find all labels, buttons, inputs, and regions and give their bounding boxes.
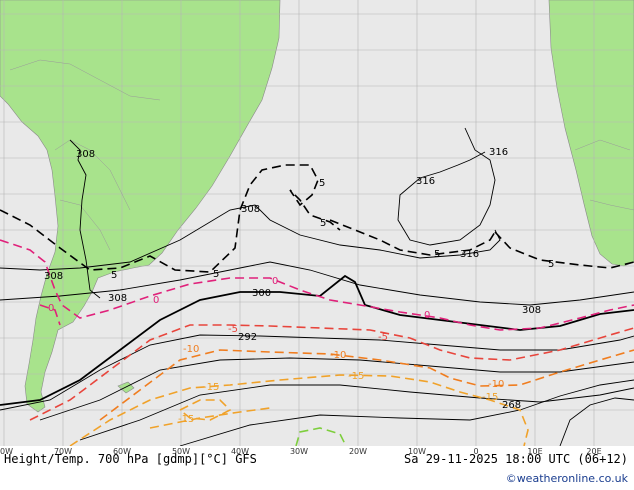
lon-label-0: 0 [473, 447, 479, 456]
label-tm10-c: -10 [488, 379, 504, 390]
lon-label-40w: 40W [230, 447, 250, 456]
south-america-landmass [0, 0, 281, 413]
label-h308-d: 308 [108, 293, 127, 304]
temp-contour-minus5 [29, 324, 634, 421]
height-contour-316-ring [397, 127, 496, 246]
temp-contour-minus15-south [149, 407, 271, 429]
label-h308-b: 308 [241, 204, 260, 215]
label-h316-a: 316 [489, 147, 508, 158]
temp-contour-plus5-mid [329, 219, 496, 256]
contour-labels: 308 316 316 316 308 308 308 308 300 292 … [44, 147, 554, 425]
footer-bar [0, 446, 634, 490]
label-t5-e: 5 [434, 249, 440, 260]
height-contour-284 [39, 357, 634, 421]
label-t5-c: 5 [111, 270, 117, 281]
lon-label-30w: 30W [289, 447, 309, 456]
lat-lon-grid [0, 0, 634, 446]
temp-contours-minus20 [295, 427, 347, 447]
lon-label-20e: 20E [586, 447, 602, 456]
label-h308-e: 308 [522, 305, 541, 316]
lon-label-20w: 20W [348, 447, 368, 456]
temp-contour-minus15-loop [178, 399, 232, 421]
temp-contour-plus5-east [494, 231, 634, 269]
temp-contours-minus15 [69, 374, 529, 447]
credit-link[interactable]: ©weatheronline.co.uk [505, 472, 628, 485]
lon-label-70w: 70W [53, 447, 73, 456]
height-contour-308-mid [0, 204, 501, 271]
label-tm15-b: -15 [203, 382, 219, 393]
temp-contours-plus5 [0, 164, 634, 273]
label-h308-a: 308 [76, 149, 95, 160]
height-contour-308-east [0, 261, 634, 306]
label-t5-a: 5 [319, 178, 325, 189]
temp-contour-0-west [39, 304, 61, 326]
temp-contours-minus10 [99, 349, 634, 421]
label-tm10-b: -10 [330, 350, 346, 361]
lon-label-80w: 80W [0, 447, 14, 456]
lon-label-50w: 50W [171, 447, 191, 456]
height-contour-low-ring [559, 397, 634, 447]
temp-contour-minus15-main [69, 374, 529, 447]
label-t5-f: 5 [548, 259, 554, 270]
temp-contours-minus5 [29, 324, 634, 421]
lon-label-10e: 10E [527, 447, 543, 456]
label-t5-b: 5 [320, 218, 326, 229]
label-tm5-a: -5 [228, 324, 238, 335]
lon-label-60w: 60W [112, 447, 132, 456]
label-tm15-a: -15 [348, 371, 364, 382]
lon-label-10w: 10W [407, 447, 427, 456]
label-h308-c: 308 [44, 271, 63, 282]
label-tm15-d: -15 [178, 414, 194, 425]
label-t0-a: 0 [272, 276, 278, 287]
label-t5-d: 5 [213, 269, 219, 280]
label-h316-c: 316 [460, 249, 479, 260]
label-h292: 292 [238, 332, 257, 343]
temp-contour-plus5-west [0, 164, 341, 273]
label-h300: 300 [252, 288, 271, 299]
label-t0-d: 0 [424, 310, 430, 321]
label-h268: 268 [502, 400, 521, 411]
height-contour-300 [0, 274, 634, 406]
temp-contours-0 [0, 239, 634, 331]
height-contour-268 [179, 379, 634, 447]
height-contour-308-north [69, 139, 101, 299]
label-tm15-c: -15 [482, 392, 498, 403]
temp-contour-minus20 [295, 427, 347, 447]
label-h316-b: 316 [416, 176, 435, 187]
label-tm5-b: -5 [378, 332, 388, 343]
country-borders [9, 59, 634, 251]
height-contours [0, 127, 634, 447]
height-contour-276 [79, 384, 634, 441]
temp-contour-0 [0, 239, 634, 331]
label-t0-b: 0 [153, 295, 159, 306]
map-title: Height/Temp. 700 hPa [gdmp][°C] GFS [4, 452, 257, 466]
temp-contour-minus10 [99, 349, 634, 421]
africa-landmass [548, 0, 634, 267]
valid-time: Sa 29-11-2025 18:00 UTC (06+12) [404, 452, 628, 466]
label-t0-c: 0 [48, 303, 54, 314]
label-tm10-a: -10 [183, 344, 199, 355]
